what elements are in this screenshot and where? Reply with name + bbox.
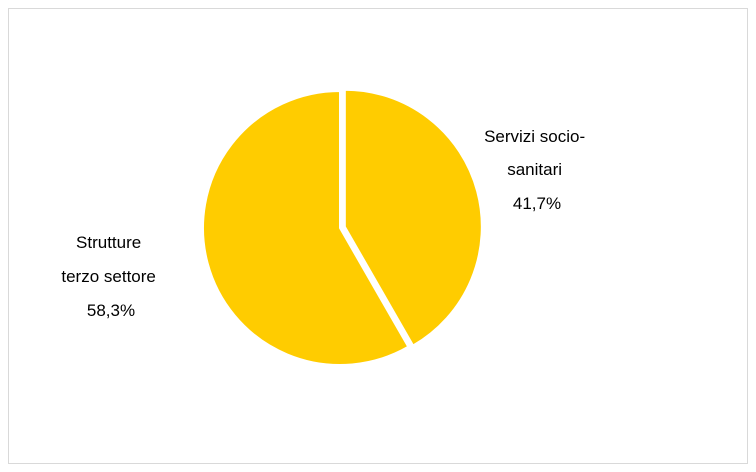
slice-label-servizi-line1: Servizi socio-: [484, 127, 585, 146]
slice-value-servizi: 41,7%: [513, 194, 561, 213]
slice-label-servizi-line2: sanitari: [507, 160, 562, 179]
pie-slice-servizi-socio-sanitari: [343, 88, 483, 347]
pie-slice-strutture-terzo-settore: [202, 89, 410, 366]
pie-slices: [202, 88, 483, 366]
slice-label-strutture-line2: terzo settore: [61, 267, 156, 286]
slice-label-servizi: Servizi socio- sanitari 41,7%: [484, 127, 590, 213]
slice-value-strutture: 58,3%: [87, 301, 135, 320]
slice-label-strutture-line1: Strutture: [76, 233, 141, 252]
slice-label-strutture: Strutture terzo settore 58,3%: [61, 233, 160, 320]
